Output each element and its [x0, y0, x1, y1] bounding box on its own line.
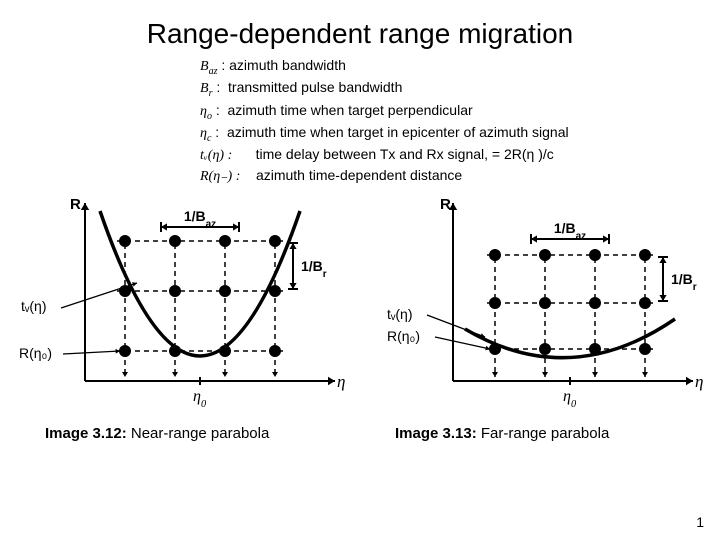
- svg-text:η: η: [337, 372, 345, 391]
- svg-text:1/Br: 1/Br: [301, 258, 327, 280]
- def-baz: Baz : azimuth bandwidth: [200, 56, 660, 78]
- svg-text:R(η₀): R(η₀): [387, 328, 420, 344]
- caption-right: Image 3.13: Far-range parabola: [395, 425, 609, 442]
- figure-near-range: 1/Baz1/BrRηη0tᵥ(η)R(η₀): [15, 191, 355, 421]
- figure-left-wrap: 1/Baz1/BrRηη0tᵥ(η)R(η₀) Image 3.12: Near…: [15, 191, 355, 442]
- svg-text:η0: η0: [193, 388, 207, 410]
- page-number: 1: [696, 514, 704, 530]
- def-br: Br : transmitted pulse bandwidth: [200, 78, 660, 100]
- def-etao: ηo : azimuth time when target perpendicu…: [200, 101, 660, 123]
- def-tv: tᵥ(η) : time delay between Tx and Rx sig…: [200, 145, 660, 166]
- figure-far-range: 1/Baz1/BrRηη0tᵥ(η)R(η₀): [365, 191, 705, 421]
- svg-text:η0: η0: [563, 388, 577, 410]
- svg-text:1/Br: 1/Br: [671, 271, 697, 293]
- svg-text:R: R: [70, 196, 81, 213]
- figures-row: 1/Baz1/BrRηη0tᵥ(η)R(η₀) Image 3.12: Near…: [0, 191, 720, 442]
- svg-text:tᵥ(η): tᵥ(η): [21, 298, 47, 314]
- page-title: Range-dependent range migration: [0, 0, 720, 56]
- svg-text:tᵥ(η): tᵥ(η): [387, 306, 413, 322]
- definitions-block: Baz : azimuth bandwidth Br : transmitted…: [200, 56, 660, 187]
- caption-left: Image 3.12: Near-range parabola: [45, 425, 269, 442]
- figure-right-wrap: 1/Baz1/BrRηη0tᵥ(η)R(η₀) Image 3.13: Far-…: [365, 191, 705, 442]
- svg-text:η: η: [695, 372, 703, 391]
- svg-text:R(η₀): R(η₀): [19, 345, 52, 361]
- svg-text:R: R: [440, 196, 451, 213]
- def-etac: ηc : azimuth time when target in epicent…: [200, 123, 660, 145]
- def-r: R(η₋) : azimuth time-dependent distance: [200, 166, 660, 187]
